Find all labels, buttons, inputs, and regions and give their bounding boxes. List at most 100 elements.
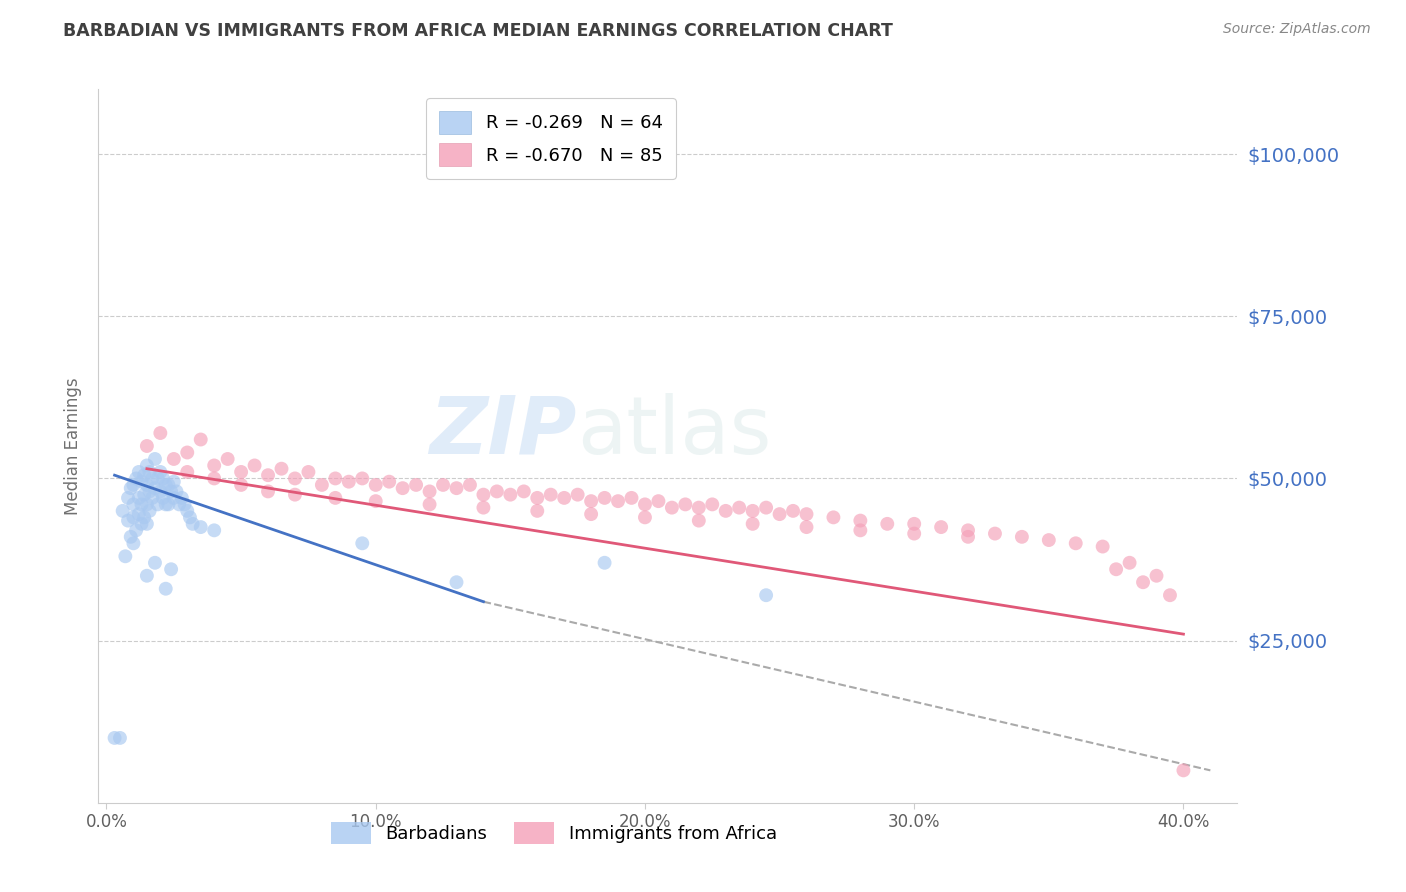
Point [567, 488, 589, 502]
Point [849, 514, 872, 528]
Point [579, 494, 602, 508]
Point [131, 497, 153, 511]
Point [741, 516, 763, 531]
Point [103, 731, 125, 745]
Point [876, 516, 898, 531]
Point [472, 500, 495, 515]
Point [661, 500, 683, 515]
Point [190, 433, 212, 447]
Point [579, 507, 602, 521]
Point [134, 468, 156, 483]
Point [125, 524, 148, 538]
Point [134, 488, 156, 502]
Point [122, 536, 145, 550]
Point [122, 497, 145, 511]
Point [202, 524, 225, 538]
Point [634, 510, 657, 524]
Point [135, 478, 157, 492]
Point [117, 491, 139, 505]
Point [405, 478, 427, 492]
Point [202, 458, 225, 473]
Point [173, 497, 195, 511]
Point [149, 425, 172, 440]
Point [540, 488, 562, 502]
Point [134, 510, 156, 524]
Point [131, 516, 153, 531]
Point [128, 507, 150, 521]
Point [146, 497, 169, 511]
Point [714, 504, 737, 518]
Point [149, 484, 172, 499]
Point [446, 481, 468, 495]
Point [526, 504, 548, 518]
Point [1038, 533, 1060, 547]
Point [782, 504, 804, 518]
Point [419, 497, 441, 511]
Point [135, 497, 157, 511]
Point [128, 491, 150, 505]
Point [138, 504, 160, 518]
Text: BARBADIAN VS IMMIGRANTS FROM AFRICA MEDIAN EARNINGS CORRELATION CHART: BARBADIAN VS IMMIGRANTS FROM AFRICA MEDI… [63, 22, 893, 40]
Point [688, 500, 710, 515]
Point [160, 562, 183, 576]
Point [146, 471, 169, 485]
Point [796, 507, 818, 521]
Point [1011, 530, 1033, 544]
Point [364, 478, 387, 492]
Point [796, 520, 818, 534]
Point [111, 504, 134, 518]
Point [166, 484, 188, 499]
Point [903, 526, 925, 541]
Point [1146, 568, 1168, 582]
Point [152, 491, 174, 505]
Point [128, 465, 150, 479]
Point [702, 497, 724, 511]
Point [229, 478, 252, 492]
Point [1105, 562, 1128, 576]
Point [768, 507, 790, 521]
Point [311, 478, 333, 492]
Point [163, 452, 186, 467]
Point [108, 731, 131, 745]
Point [284, 488, 307, 502]
Point [143, 556, 166, 570]
Point [141, 471, 163, 485]
Point [337, 475, 360, 489]
Point [152, 471, 174, 485]
Point [117, 514, 139, 528]
Point [823, 510, 845, 524]
Point [620, 491, 643, 505]
Text: ZIP: ZIP [429, 392, 576, 471]
Point [155, 497, 177, 511]
Point [634, 497, 657, 511]
Point [728, 500, 751, 515]
Point [155, 478, 177, 492]
Y-axis label: Median Earnings: Median Earnings [65, 377, 83, 515]
Point [138, 465, 160, 479]
Point [984, 526, 1007, 541]
Point [297, 465, 319, 479]
Point [378, 475, 401, 489]
Point [149, 465, 172, 479]
Point [157, 478, 180, 492]
Point [458, 478, 481, 492]
Point [122, 510, 145, 524]
Point [526, 491, 548, 505]
Point [160, 484, 183, 499]
Point [903, 516, 925, 531]
Point [179, 510, 201, 524]
Legend: Barbadians, Immigrants from Africa: Barbadians, Immigrants from Africa [323, 814, 785, 851]
Point [688, 514, 710, 528]
Text: atlas: atlas [576, 392, 770, 471]
Point [741, 504, 763, 518]
Point [325, 491, 347, 505]
Point [125, 471, 148, 485]
Point [1159, 588, 1181, 602]
Point [513, 484, 536, 499]
Point [143, 452, 166, 467]
Point [446, 575, 468, 590]
Point [929, 520, 952, 534]
Point [163, 491, 186, 505]
Point [176, 504, 198, 518]
Point [432, 478, 454, 492]
